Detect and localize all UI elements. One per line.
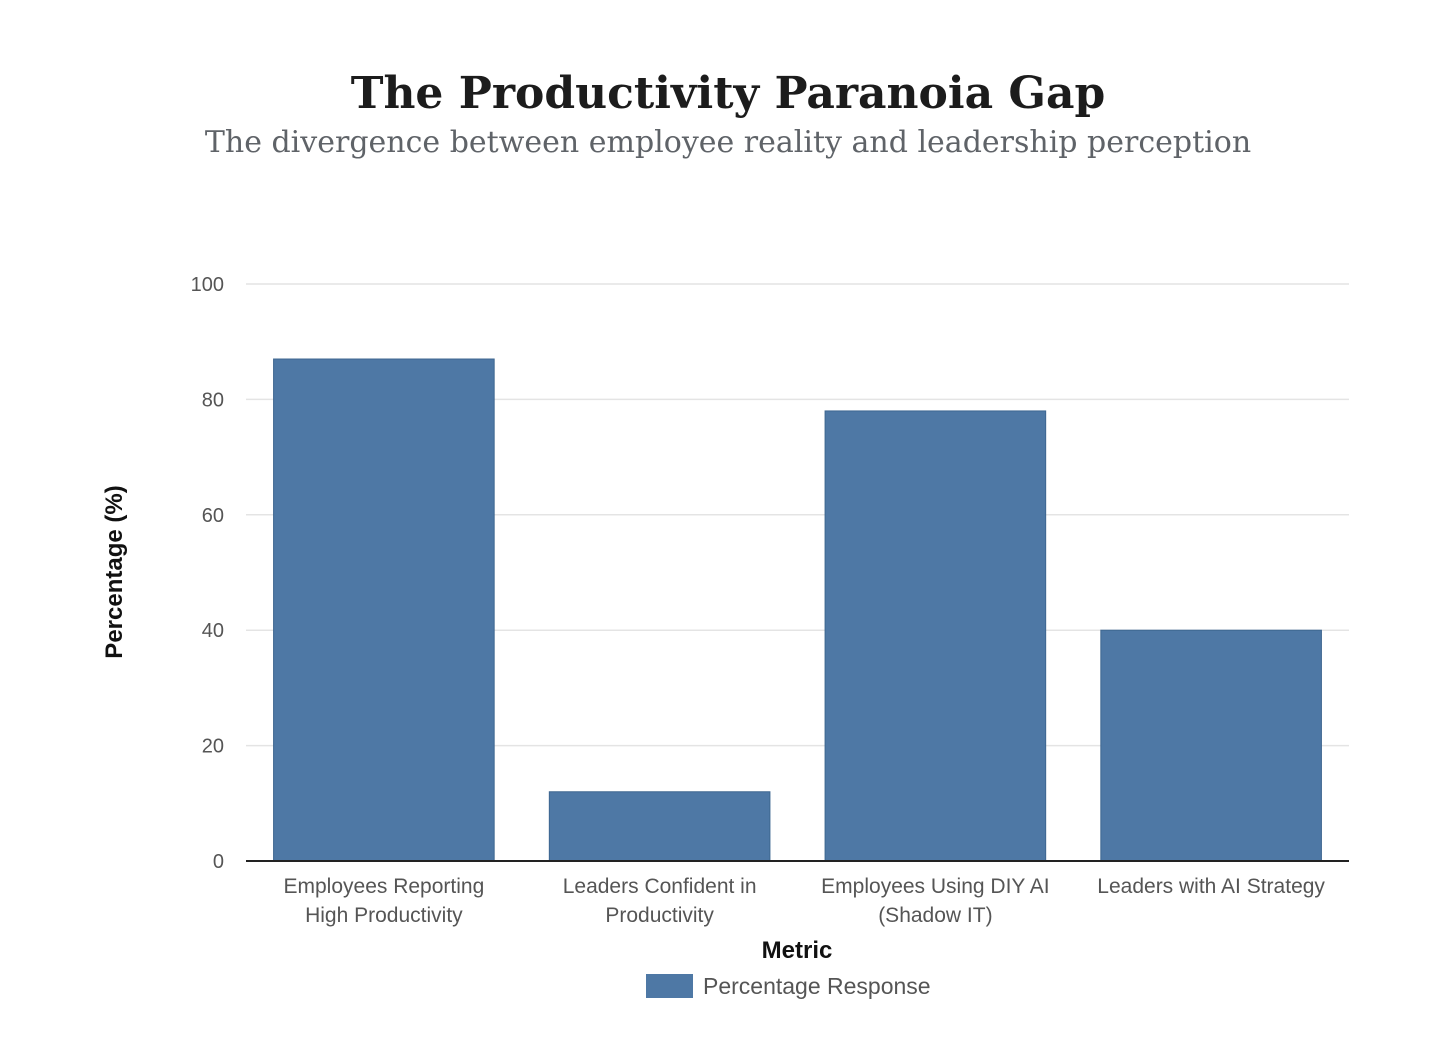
y-tick-label: 40 (202, 620, 224, 642)
legend: Percentage Response (646, 973, 931, 999)
y-axis-ticks: 0 20 40 60 80 100 (191, 274, 224, 873)
y-tick-label: 100 (191, 274, 224, 296)
y-axis-title: Percentage (%) (101, 485, 128, 658)
chart-subtitle: The divergence between employee reality … (205, 125, 1251, 160)
x-tick-label-line: Employees Using DIY AI (821, 875, 1049, 898)
x-axis-categories: Employees Reporting High Productivity Lead… (283, 875, 1325, 927)
x-tick-label-line: (Shadow IT) (878, 904, 992, 927)
x-tick-label-line: Employees Reporting (283, 875, 484, 898)
bars (273, 358, 1322, 862)
chart-title: The Productivity Paranoia Gap (351, 68, 1106, 119)
y-tick-label: 20 (202, 736, 224, 758)
y-tick-label: 60 (202, 505, 224, 527)
x-tick-label: Leaders Confident in Productivity (563, 875, 757, 927)
x-axis-title: Metric (762, 937, 833, 964)
legend-label: Percentage Response (703, 973, 931, 999)
y-tick-label: 80 (202, 389, 224, 411)
bar (273, 358, 495, 862)
x-tick-label-line: Leaders Confident in (563, 875, 757, 898)
bar (824, 410, 1047, 862)
x-tick-label-line: Leaders with AI Strategy (1097, 875, 1325, 898)
bar (1100, 629, 1322, 862)
x-tick-label: Leaders with AI Strategy (1097, 875, 1325, 898)
x-tick-label-line: High Productivity (305, 904, 463, 927)
bar (548, 791, 771, 862)
x-tick-label: Employees Using DIY AI (Shadow IT) (821, 875, 1049, 927)
y-tick-label: 0 (213, 851, 224, 873)
legend-swatch (646, 974, 693, 998)
x-tick-label-line: Productivity (605, 904, 714, 927)
x-tick-label: Employees Reporting High Productivity (283, 875, 484, 927)
